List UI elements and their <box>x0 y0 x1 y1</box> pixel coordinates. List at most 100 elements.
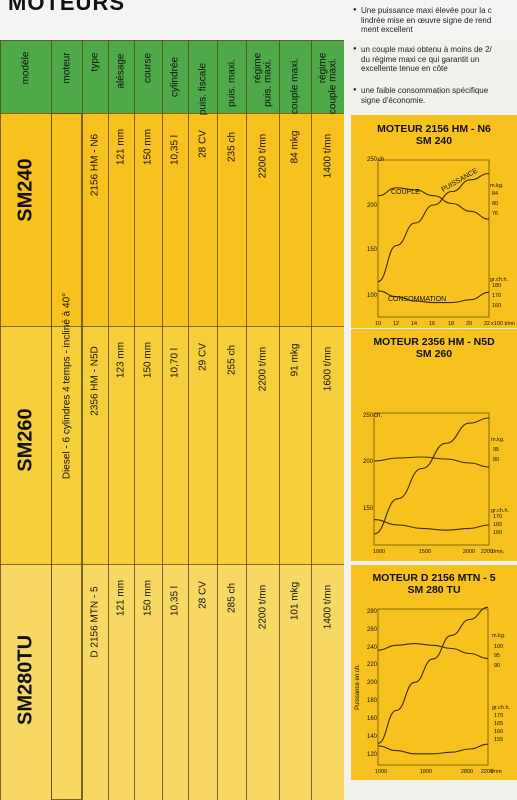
left-tick-label: 240 <box>367 645 378 651</box>
right-unit-label: m.kg. <box>490 183 504 189</box>
bullet-line: signe d'économie. <box>361 95 426 105</box>
right-unit-label: gr.ch.h. <box>491 508 510 514</box>
bullet-line: excellente tenue en côte <box>361 64 448 73</box>
right-tick-label: 165 <box>494 721 503 727</box>
x-tick-label: 10 <box>375 321 381 327</box>
series-line <box>377 172 490 283</box>
x-tick-label: 2800 <box>461 769 473 775</box>
model-name: SM240 <box>14 158 36 222</box>
spec-value: 84 mkg <box>289 130 301 164</box>
column-header-label: régime <box>252 52 263 84</box>
column-header-label: puis. fiscale <box>197 62 208 116</box>
chart-title-line: MOTEUR 2156 HM - N6 <box>377 123 491 135</box>
column-header-label: couple maxi. <box>327 57 338 115</box>
spec-value: 28 CV <box>197 581 208 609</box>
x-tick-label: 22 <box>484 321 490 327</box>
x-tick-label: 12 <box>393 321 399 327</box>
column-header-label: cylindrée <box>169 56 181 98</box>
left-tick-label: 120 <box>367 752 378 758</box>
right-tick-label: 80 <box>493 457 499 463</box>
column-header-label: moteur <box>61 52 72 84</box>
series-line <box>377 290 490 304</box>
spec-value: 10,70 l <box>169 347 181 379</box>
chart-title-line: SM 260 <box>415 348 453 360</box>
column-header-label: modèle <box>20 51 31 85</box>
feature-bullets: ● Une puissance maxi élevée pour la c lind… <box>351 0 517 115</box>
x-tick-label: 18 <box>448 321 454 327</box>
chart-plot: 250 200 150 100 ch m.kg. 84 80 76 gr.ch.h.180 170 1… <box>367 157 515 327</box>
x-tick-label: 2200 <box>481 549 493 555</box>
column-header-label: alésage <box>115 53 127 89</box>
left-tick-label: 200 <box>367 680 378 686</box>
right-tick-label: 180 <box>492 283 501 289</box>
spec-value: 150 mm <box>142 128 154 166</box>
column-header-label: type <box>89 52 101 72</box>
bullet-line: du régime maxi ce qui garantit un <box>361 54 480 64</box>
bullet-dot-icon: ● <box>353 87 357 93</box>
curve-label: CONSOMMATION <box>388 296 446 303</box>
left-tick-label: 100 <box>367 293 378 299</box>
x-tick-label: 16 <box>429 321 435 327</box>
shared-engine-label: Diesel - 6 cylindres 4 temps - incliné à… <box>61 292 72 480</box>
bullet-item: ● Une puissance maxi élevée pour la c lind… <box>351 6 517 35</box>
spec-value: 1600 t/mn <box>322 346 333 392</box>
chart-title-line: MOTEUR 2356 HM - N5D <box>373 336 495 348</box>
series-line <box>377 606 489 744</box>
right-tick-label: 76 <box>492 211 498 217</box>
right-tick-label: 170 <box>493 514 502 520</box>
spec-value: 121 mm <box>115 128 127 166</box>
column-header-label: régime <box>317 52 328 84</box>
right-tick-label: 170 <box>494 713 503 719</box>
right-tick-label: 84 <box>492 191 498 197</box>
spec-value: 1400 t/mn <box>322 584 333 630</box>
x-tick-label: 1000 <box>373 549 385 555</box>
spec-value: D 2156 MTN - 5 <box>89 586 101 658</box>
series-line <box>373 519 490 531</box>
bullet-dot-icon: ● <box>353 46 357 52</box>
model-name: SM280TU <box>14 634 36 726</box>
spec-value: 2156 HM - N6 <box>89 133 101 197</box>
curve-label: PUISSANCE <box>441 167 480 193</box>
chart-sm280tu: MOTEUR D 2156 MTN - 5 SM 280 TU 280 260 240 2… <box>351 565 517 780</box>
x-unit-label: x100 t/mn <box>491 321 515 327</box>
right-tick-label: 90 <box>494 663 500 669</box>
left-tick-label: 200 <box>363 459 374 465</box>
x-unit-label: t/mn <box>491 769 502 775</box>
bullet-line: lindrée mise en œuvre signe de rend <box>361 15 492 25</box>
x-tick-label: 20 <box>466 321 472 327</box>
model-row-band <box>0 113 344 326</box>
x-tick-label: 1000 <box>375 769 387 775</box>
column-header-label: couple maxi. <box>289 57 301 115</box>
right-tick-label: 165 <box>493 522 502 528</box>
plot-frame <box>373 412 490 546</box>
chart-title-line: SM 240 <box>415 135 453 147</box>
spec-table-grid <box>0 40 344 800</box>
spec-value: 285 ch <box>226 582 237 614</box>
spec-value: 150 mm <box>142 579 154 617</box>
left-tick-label: 150 <box>367 247 378 253</box>
chart-plot: 280 260 240 220 200 180 160 140 120 m.kg. 100 95 90 g… <box>355 606 511 775</box>
right-tick-label: 170 <box>492 293 501 299</box>
right-unit-label: gr.ch.h. <box>490 277 509 283</box>
spec-value: 29 CV <box>197 343 208 371</box>
column-header-label: puis. maxi. <box>262 59 273 107</box>
left-unit-label: ch <box>378 157 384 163</box>
column-header-label: puis. maxi. <box>226 59 237 107</box>
model-name: SM260 <box>14 408 36 472</box>
right-unit-label: gr.ch.h. <box>492 705 511 711</box>
right-tick-label: 160 <box>492 303 501 309</box>
page-title: MOTEURS <box>8 0 125 15</box>
left-tick-label: 140 <box>367 734 378 740</box>
x-tick-label: 2200 <box>481 769 493 775</box>
spec-value: 10,35 l <box>169 585 181 617</box>
spec-value: 2200 t/mn <box>257 133 268 179</box>
model-row-band <box>0 564 344 800</box>
bullet-line: un couple maxi obtenu à moins de 2/ <box>361 45 492 54</box>
x-tick-label: 14 <box>411 321 417 327</box>
column-header-label: course <box>142 52 154 84</box>
left-tick-label: 180 <box>367 698 378 704</box>
spec-value: 2200 t/mn <box>257 584 268 630</box>
left-tick-label: 220 <box>367 662 378 668</box>
x-tick-label: 2000 <box>463 549 475 555</box>
spec-value: 121 mm <box>115 579 127 617</box>
